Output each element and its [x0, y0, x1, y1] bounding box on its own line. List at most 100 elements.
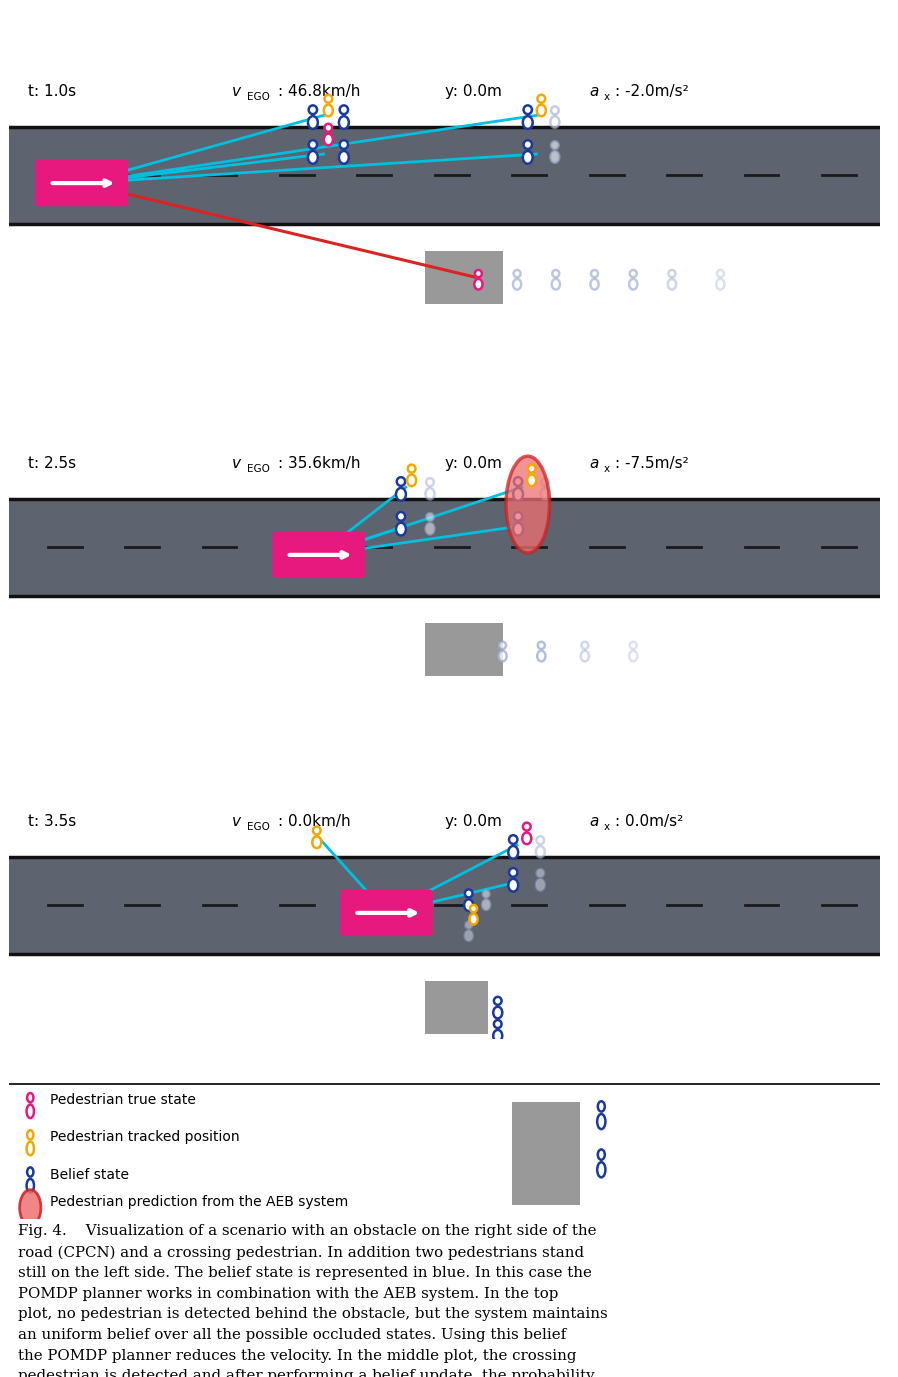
- FancyBboxPatch shape: [340, 890, 433, 936]
- Ellipse shape: [523, 151, 533, 164]
- Ellipse shape: [482, 891, 489, 898]
- Ellipse shape: [494, 1020, 502, 1029]
- Bar: [425, 251, 503, 304]
- Ellipse shape: [523, 116, 533, 129]
- Ellipse shape: [598, 1150, 604, 1159]
- FancyBboxPatch shape: [272, 532, 365, 578]
- Ellipse shape: [27, 1131, 33, 1140]
- Bar: [9, 498, 880, 595]
- Ellipse shape: [581, 642, 588, 649]
- Ellipse shape: [426, 523, 435, 534]
- Text: v: v: [232, 814, 241, 829]
- Ellipse shape: [550, 116, 559, 128]
- Text: EGO: EGO: [247, 92, 270, 102]
- Ellipse shape: [629, 642, 637, 649]
- Ellipse shape: [427, 478, 434, 486]
- Ellipse shape: [509, 868, 517, 877]
- Ellipse shape: [408, 464, 416, 472]
- Ellipse shape: [396, 523, 406, 536]
- Text: : 0.0m/s²: : 0.0m/s²: [615, 814, 683, 829]
- Ellipse shape: [536, 845, 545, 858]
- Ellipse shape: [552, 270, 559, 277]
- Ellipse shape: [493, 1007, 502, 1019]
- Ellipse shape: [551, 142, 559, 149]
- Ellipse shape: [396, 487, 406, 501]
- Text: a: a: [590, 456, 599, 471]
- Ellipse shape: [313, 826, 321, 834]
- Ellipse shape: [339, 116, 348, 129]
- FancyBboxPatch shape: [35, 160, 128, 207]
- Text: v: v: [232, 84, 241, 99]
- Ellipse shape: [397, 512, 405, 521]
- Text: y: 0.0m: y: 0.0m: [445, 814, 501, 829]
- Text: EGO: EGO: [247, 822, 270, 832]
- Ellipse shape: [482, 899, 490, 910]
- Ellipse shape: [538, 642, 545, 649]
- Ellipse shape: [508, 845, 518, 859]
- Text: x: x: [603, 822, 610, 832]
- Text: a: a: [590, 814, 599, 829]
- Ellipse shape: [536, 836, 544, 844]
- Ellipse shape: [493, 1030, 502, 1041]
- Ellipse shape: [27, 1142, 34, 1155]
- Ellipse shape: [581, 651, 589, 661]
- Ellipse shape: [339, 140, 348, 149]
- Ellipse shape: [541, 478, 549, 486]
- Ellipse shape: [475, 270, 482, 277]
- Ellipse shape: [474, 280, 482, 289]
- Ellipse shape: [551, 106, 559, 114]
- Ellipse shape: [514, 512, 523, 521]
- Bar: [512, 1102, 580, 1205]
- Ellipse shape: [524, 106, 532, 114]
- Text: Pedestrian tracked position: Pedestrian tracked position: [49, 1131, 239, 1144]
- Ellipse shape: [536, 879, 545, 891]
- Text: v: v: [232, 456, 241, 471]
- Text: t: 2.5s: t: 2.5s: [29, 456, 76, 471]
- Ellipse shape: [597, 1162, 605, 1177]
- Ellipse shape: [523, 822, 531, 830]
- Ellipse shape: [27, 1093, 33, 1103]
- Ellipse shape: [523, 833, 532, 844]
- Ellipse shape: [528, 464, 535, 472]
- Ellipse shape: [324, 124, 332, 132]
- Ellipse shape: [324, 95, 332, 103]
- Text: Pedestrian true state: Pedestrian true state: [49, 1093, 196, 1107]
- Text: : -2.0m/s²: : -2.0m/s²: [615, 84, 689, 99]
- Ellipse shape: [538, 95, 545, 103]
- Ellipse shape: [513, 487, 523, 501]
- Ellipse shape: [494, 997, 502, 1005]
- Ellipse shape: [537, 651, 545, 661]
- Ellipse shape: [427, 514, 434, 521]
- Ellipse shape: [514, 270, 521, 277]
- Text: y: 0.0m: y: 0.0m: [445, 84, 501, 99]
- Ellipse shape: [536, 869, 544, 877]
- Ellipse shape: [309, 140, 317, 149]
- Bar: [9, 856, 880, 953]
- Text: x: x: [603, 464, 610, 474]
- Ellipse shape: [309, 106, 317, 114]
- Ellipse shape: [20, 1190, 41, 1226]
- Text: x: x: [603, 92, 610, 102]
- Ellipse shape: [470, 905, 477, 912]
- Ellipse shape: [513, 280, 521, 289]
- Text: EGO: EGO: [247, 464, 270, 474]
- Ellipse shape: [514, 478, 523, 486]
- Ellipse shape: [426, 487, 435, 500]
- Ellipse shape: [499, 642, 506, 649]
- Ellipse shape: [629, 651, 638, 661]
- Ellipse shape: [524, 140, 532, 149]
- Text: a: a: [590, 84, 599, 99]
- Text: t: 3.5s: t: 3.5s: [29, 814, 76, 829]
- Ellipse shape: [717, 270, 724, 277]
- Ellipse shape: [513, 523, 523, 536]
- Ellipse shape: [465, 890, 472, 898]
- Ellipse shape: [591, 270, 598, 277]
- Ellipse shape: [464, 931, 473, 940]
- Ellipse shape: [590, 280, 599, 289]
- Ellipse shape: [339, 106, 348, 114]
- Ellipse shape: [465, 921, 472, 928]
- Ellipse shape: [470, 914, 478, 924]
- Ellipse shape: [717, 280, 725, 289]
- Text: : -7.5m/s²: : -7.5m/s²: [615, 456, 689, 471]
- Ellipse shape: [324, 134, 333, 146]
